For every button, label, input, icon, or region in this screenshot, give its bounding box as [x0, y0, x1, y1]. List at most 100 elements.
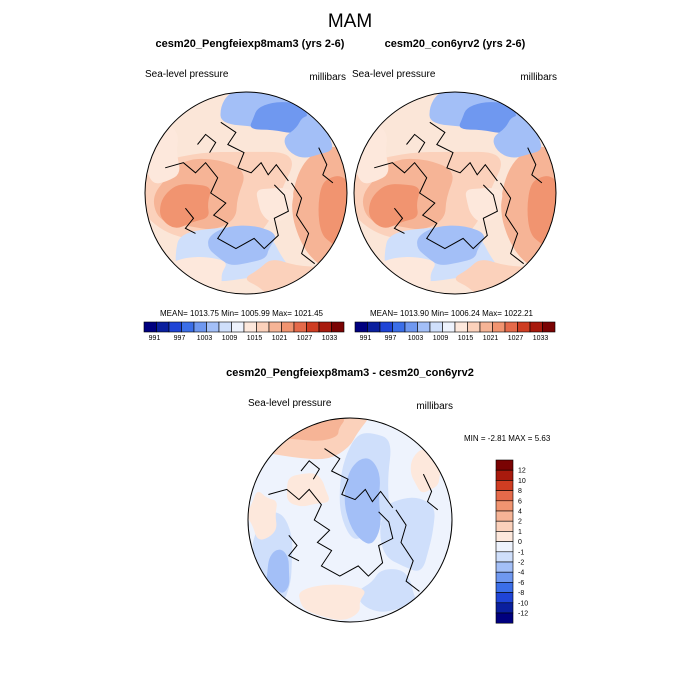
panel-b-left-label: Sea-level pressure: [352, 69, 436, 80]
panel-a-map: [144, 91, 348, 295]
panel-diff-map-contour-region: [358, 569, 416, 612]
panel-a-colorbar-label: 1021: [272, 335, 288, 342]
panel-b-map-contour-region: [459, 102, 518, 133]
panel-diff-map-coastline: [300, 460, 321, 480]
panel-a-map-contour-region: [284, 115, 333, 158]
panel-b-colorbar-swatch: [492, 321, 506, 333]
panel-diff-map-coastline: [422, 473, 439, 511]
panel-diff-colorbar-label: 1: [518, 529, 522, 536]
panel-diff-map-coastline: [324, 448, 394, 509]
panel-diff-left-label: Sea-level pressure: [248, 398, 332, 409]
figure-title: MAM: [328, 11, 372, 32]
panel-b-colorbar-swatch: [529, 321, 543, 333]
panel-b-map: [353, 91, 557, 295]
panel-diff-colorbar-swatch: [495, 602, 514, 614]
panel-a-colorbar-swatch: [268, 321, 282, 333]
panel-diff-map: [247, 417, 453, 623]
panel-diff-colorbar-swatch: [495, 520, 514, 532]
panel-a-right-label: millibars: [309, 72, 346, 83]
panel-diff-map-coastline: [395, 509, 420, 592]
panel-a-left-label: Sea-level pressure: [145, 69, 229, 80]
panel-b-colorbar-swatch: [429, 321, 443, 333]
panel-diff-colorbar-label: -10: [518, 600, 528, 607]
panel-b-map-contour-region: [493, 115, 542, 158]
panel-diff-colorbar-swatch: [495, 541, 514, 553]
panel-a-stats: MEAN= 1013.75 Min= 1005.99 Max= 1021.45: [160, 309, 324, 318]
panel-b-map-coastline: [499, 182, 525, 265]
panel-a-map-coastline: [165, 161, 289, 250]
panel-a-colorbar-swatch: [143, 321, 157, 333]
panel-diff-colorbar-swatch: [495, 459, 514, 471]
panel-diff-colorbar-swatch: [495, 582, 514, 593]
panel-b-colorbar-swatch: [392, 321, 406, 333]
panel-b-colorbar-label: 1009: [433, 335, 449, 342]
panel-diff-map-contour-region: [299, 584, 365, 620]
panel-diff-colorbar-swatch: [495, 500, 514, 512]
panel-a-colorbar-swatch: [218, 321, 232, 333]
panel-b-colorbar-label: 1021: [483, 335, 499, 342]
panel-b-colorbar-label: 991: [360, 335, 372, 342]
panel-a-colorbar-label: 1009: [222, 335, 238, 342]
panel-a-colorbar-label: 1027: [297, 335, 313, 342]
panel-b-map-contour-region: [369, 184, 420, 228]
panel-diff-map-contour-region: [266, 549, 290, 593]
panel-b-colorbar-label: 1033: [533, 335, 549, 342]
panel-a-colorbar-label: 1033: [322, 335, 338, 342]
panel-b-colorbar-swatch: [367, 321, 381, 333]
panel-a-map-contour-region: [250, 102, 309, 133]
panel-a-colorbar-swatch: [331, 321, 345, 333]
panel-diff-title: cesm20_Pengfeiexp8mam3 - cesm20_con6yrv2: [226, 367, 474, 379]
panel-a-colorbar-swatch: [193, 321, 207, 333]
panel-a-map-coastline: [184, 207, 196, 234]
panel-b-colorbar-swatch: [517, 321, 531, 333]
panel-diff-colorbar-label: 12: [518, 468, 526, 475]
panel-a-colorbar-swatch: [281, 321, 295, 333]
panel-diff-colorbar-swatch: [495, 490, 514, 502]
panel-b-map-coastline: [374, 161, 498, 250]
panel-diff-colorbar-swatch: [495, 561, 514, 573]
panel-b-colorbar-swatch: [404, 321, 418, 333]
panel-a-colorbar-swatch: [293, 321, 307, 333]
panel-a-map-coastline: [290, 182, 316, 265]
panel-a-colorbar-swatch: [306, 321, 320, 333]
panel-b-colorbar-swatch: [467, 321, 481, 333]
panel-diff-colorbar-label: -2: [518, 560, 524, 567]
panel-diff-colorbar-swatch: [495, 571, 514, 583]
panel-diff-colorbar-swatch: [495, 480, 514, 491]
panel-diff-map-contour-region: [271, 418, 344, 441]
panel-a-colorbar-label: 997: [174, 335, 186, 342]
panel-a-map-coastline: [197, 133, 217, 153]
panel-b-colorbar-swatch: [442, 321, 456, 333]
panel-diff-map-field: [248, 418, 443, 620]
panel-a-map-contour-region: [160, 184, 211, 228]
panel-diff-map-contour-region: [380, 497, 435, 571]
panel-a-colorbar-label: 1003: [197, 335, 213, 342]
panel-b-stats: MEAN= 1013.90 Min= 1006.24 Max= 1022.21: [370, 309, 534, 318]
panel-b-map-coastline: [393, 207, 405, 234]
panel-b-map-field: [354, 92, 556, 294]
panel-diff-colorbar-swatch: [495, 531, 514, 542]
panel-b-colorbar-swatch: [379, 321, 393, 333]
panel-a-map-coastline: [318, 147, 334, 184]
panel-b-colorbar-swatch: [542, 321, 556, 333]
panel-b-colorbar-label: 1027: [508, 335, 524, 342]
panel-a-colorbar-swatch: [168, 321, 182, 333]
panel-b-map-border: [353, 91, 557, 295]
panel-diff-colorbar-swatch: [495, 592, 514, 604]
panel-diff-colorbar-label: 2: [518, 519, 522, 526]
panel-diff-map-contour-region: [344, 458, 381, 544]
panel-a-colorbar-swatch: [156, 321, 170, 333]
panel-diff-map-contour-region: [248, 491, 277, 540]
panel-a-title: cesm20_Pengfeiexp8mam3 (yrs 2-6): [156, 38, 345, 50]
panel-b-map-contour-region: [378, 257, 435, 292]
panel-b-colorbar-label: 997: [385, 335, 397, 342]
panel-a-map-field: [145, 92, 347, 294]
panel-diff-colorbar-label: 6: [518, 498, 522, 505]
panel-a-map-coastline: [220, 121, 289, 182]
panel-a-colorbar-swatch: [318, 321, 332, 333]
panel-diff-right-label: millibars: [416, 401, 453, 412]
panel-diff-map-coastline: [288, 534, 300, 562]
panel-b-map-coastline: [429, 121, 498, 182]
panel-diff-colorbar-label: -8: [518, 590, 524, 597]
panel-b-map-coastline: [527, 147, 543, 184]
